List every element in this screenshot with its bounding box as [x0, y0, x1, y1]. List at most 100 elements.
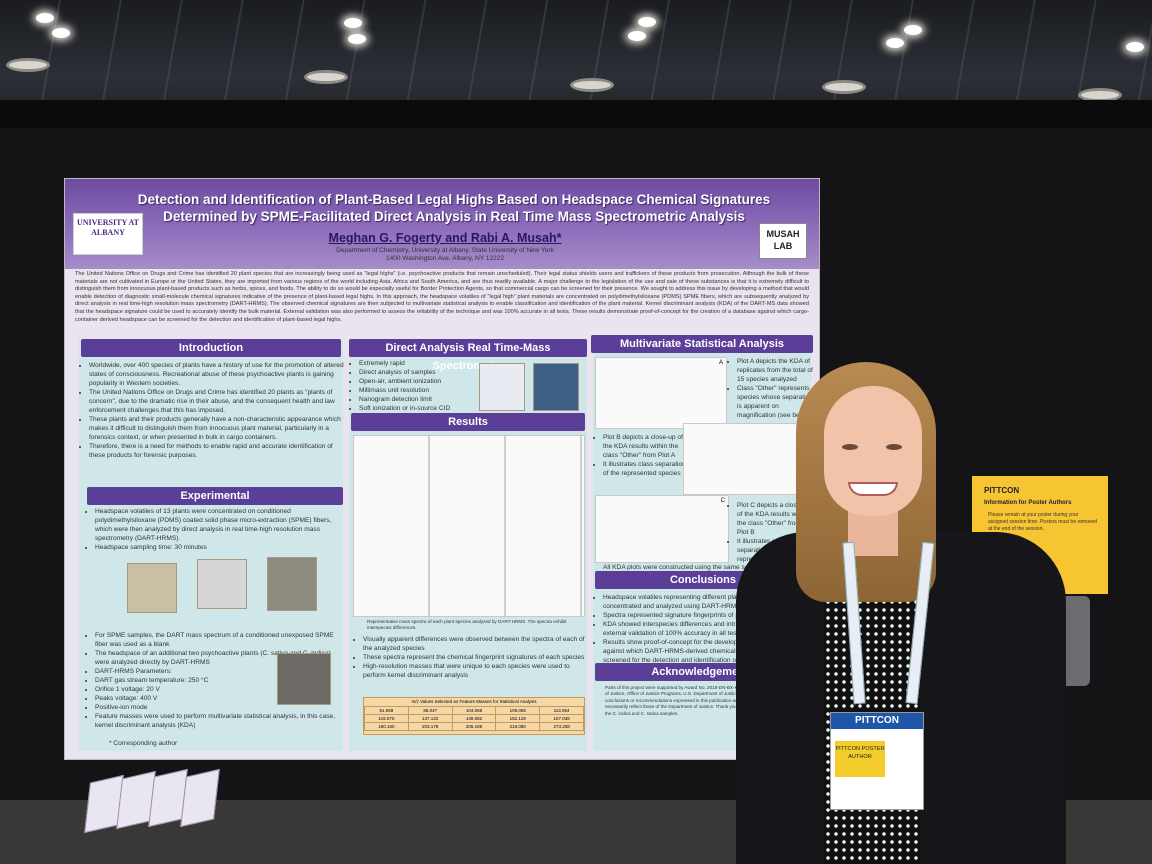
list-item: Plot B depicts a close-up of the KDA res… — [603, 433, 687, 460]
list-item: Orifice 1 voltage: 20 V — [95, 685, 345, 694]
table-cell: 109.065 — [495, 706, 541, 715]
poster-abstract: The United Nations Office on Drugs and C… — [75, 271, 809, 323]
dart-ionization-photo — [533, 363, 579, 411]
introduction-heading: Introduction — [81, 339, 341, 357]
results-caption: Representative mass spectra of each plan… — [367, 619, 567, 630]
table-row: 180.160 203.178 205.189 219.080 273.258 — [364, 722, 584, 731]
list-item: Feature masses were used to perform mult… — [95, 712, 345, 730]
kda-plot-c: C — [595, 495, 729, 563]
information-sign-title: PITTCON — [984, 486, 1020, 495]
kda-plot-a-notes: Plot A depicts the KDA of replicates fro… — [729, 357, 819, 420]
badge-conference: PITTCON — [831, 713, 923, 729]
list-item: Extremely rapid — [359, 359, 479, 368]
list-item: Visually apparent differences were obser… — [363, 635, 593, 653]
kda-plot-b-notes: Plot B depicts a close-up of the KDA res… — [595, 433, 687, 478]
table-cell: 149.082 — [451, 714, 497, 723]
introduction-list: Worldwide, over 400 species of plants ha… — [81, 361, 345, 460]
kda-note: All KDA plots were constructed using the… — [603, 564, 805, 571]
list-item: These plants and their products generall… — [89, 415, 345, 442]
conclusions-list: Headspace volatiles representing differe… — [595, 593, 817, 665]
list-item: For SPME samples, the DART mass spectrum… — [95, 631, 345, 649]
poster-authors: Meghan G. Fogerty and Rabi A. Musah* — [328, 231, 562, 245]
presenter: PITTCON PITTCON POSTER AUTHOR — [730, 356, 1070, 864]
list-item: DART-HRMS Parameters: — [95, 667, 345, 676]
list-item: DART gas stream temperature: 250 °C — [95, 676, 345, 685]
ceiling-light — [638, 17, 656, 27]
list-item: Spectra represented signature fingerprin… — [603, 611, 817, 620]
kda-plot-a: A — [595, 357, 727, 429]
poster-affiliation: Department of Chemistry, University at A… — [245, 247, 645, 263]
list-item: Headspace sampling time: 30 minutes — [95, 543, 345, 552]
list-item: Plot C depicts a close-up of the KDA res… — [737, 501, 813, 537]
list-item: Direct analysis of samples — [359, 368, 479, 377]
dart-source-photo — [277, 653, 331, 705]
table-cell: 81.069 — [364, 706, 409, 715]
list-item: Nanogram detection limit — [359, 395, 479, 404]
badge-ribbon: PITTCON POSTER AUTHOR — [835, 741, 885, 777]
ceiling-light — [36, 13, 54, 23]
table-row: 81.069 86.047 104.068 109.065 113.054 — [364, 706, 584, 715]
ceiling-light — [344, 18, 362, 28]
list-item: Soft ionization or in-source CID — [359, 404, 479, 413]
table-cell: 205.189 — [451, 722, 497, 731]
multivariate-heading: Multivariate Statistical Analysis — [591, 335, 813, 353]
information-sign-heading: Information for Poster Authors — [984, 500, 1072, 506]
handout-flyer — [180, 768, 220, 828]
lab-logo: MUSAH LAB — [759, 223, 807, 259]
list-item: Results show proof-of-concept for the de… — [603, 638, 817, 665]
research-poster: Detection and Identification of Plant-Ba… — [64, 178, 820, 760]
ceiling-light — [628, 31, 646, 41]
presenter-eye — [886, 444, 902, 450]
address: 1400 Washington Ave, Albany, NY 12222 — [386, 255, 504, 262]
information-sign-body: Please remain at your poster during your… — [988, 512, 1097, 532]
list-item: Class "Other" represents species whose s… — [737, 384, 819, 420]
dart-setup-photo — [267, 557, 317, 611]
list-item: Therefore, there is a need for methods t… — [89, 442, 345, 460]
results-heading: Results — [351, 413, 585, 431]
ceiling-vent — [6, 58, 50, 72]
ceiling-vent — [822, 80, 866, 94]
list-item: Headspace volatiles representing differe… — [603, 593, 817, 611]
list-item: The headspace of an additional two psych… — [95, 649, 345, 667]
kda-plot-b: B — [683, 423, 813, 495]
experimental-heading: Experimental — [87, 487, 343, 505]
mass-spectra-grid — [353, 435, 585, 617]
experimental-list: Headspace volatiles of 13 plants were co… — [87, 507, 345, 552]
list-item: The United Nations Office on Drugs and C… — [89, 388, 345, 415]
table-cell: 119.070 — [364, 714, 409, 723]
poster-title-line-1: Detection and Identification of Plant-Ba… — [137, 192, 771, 207]
table-row: 119.070 137.132 149.082 152.128 157.036 — [364, 714, 584, 723]
dart-features-list: Extremely rapidDirect analysis of sample… — [351, 359, 479, 413]
feature-mass-table: m/z Values Selected as Feature Masses fo… — [363, 697, 585, 735]
list-item: Worldwide, over 400 species of plants ha… — [89, 361, 345, 388]
feature-mass-table-title: m/z Values Selected as Feature Masses fo… — [411, 699, 537, 704]
poster-title: Detection and Identification of Plant-Ba… — [89, 191, 819, 225]
ceiling-vent — [304, 70, 348, 84]
acknowledgements-text: Parts of this project were supported by … — [605, 685, 814, 716]
table-cell: 203.178 — [407, 722, 453, 731]
list-item: Positive-ion mode — [95, 703, 345, 712]
ceiling-vent — [570, 78, 614, 92]
table-cell: 152.128 — [495, 714, 541, 723]
table-cell: 104.068 — [451, 706, 497, 715]
list-item: KDA showed interspecies differences and … — [603, 620, 817, 638]
list-item: Millimass unit resolution — [359, 386, 479, 395]
table-cell: 180.160 — [364, 722, 409, 731]
list-item: High-resolution masses that were unique … — [363, 662, 593, 680]
table-cell: 113.054 — [539, 706, 584, 715]
ceiling-light — [52, 28, 70, 38]
table-cell: 137.132 — [407, 714, 453, 723]
table-cell: 157.036 — [539, 714, 584, 723]
kda-plot-a-label: A — [718, 360, 723, 366]
kda-plot-c-label: C — [720, 498, 725, 504]
experimental-parameters-list: For SPME samples, the DART mass spectrum… — [87, 631, 345, 730]
ceiling-light — [886, 38, 904, 48]
handout-flyers — [80, 768, 230, 834]
spme-fiber-photo — [197, 559, 247, 609]
poster-title-line-2: Determined by SPME-Facilitated Direct An… — [163, 209, 745, 224]
list-item: Plot A depicts the KDA of replicates fro… — [737, 357, 819, 384]
ceiling-light — [1126, 42, 1144, 52]
presenter-eye — [842, 444, 858, 450]
poster-header: Detection and Identification of Plant-Ba… — [65, 179, 819, 269]
